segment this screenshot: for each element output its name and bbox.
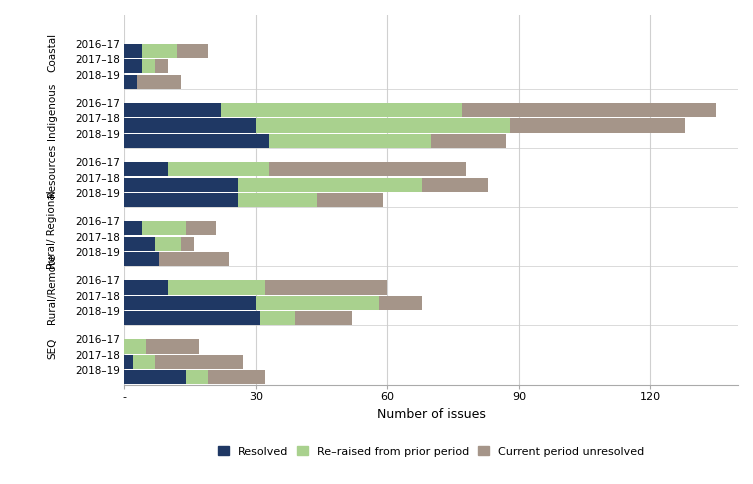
Bar	[124, 60, 142, 74]
Bar	[124, 75, 138, 89]
Bar	[177, 44, 208, 58]
Bar	[256, 296, 379, 310]
X-axis label: Number of issues: Number of issues	[376, 408, 486, 421]
Bar	[124, 44, 142, 58]
Bar	[124, 178, 238, 192]
Bar	[295, 311, 352, 325]
Bar	[124, 370, 186, 384]
Bar	[256, 119, 510, 133]
Bar	[238, 193, 317, 207]
Bar	[160, 252, 230, 266]
Text: Rural/Remote: Rural/Remote	[47, 254, 57, 324]
Text: Indigenous: Indigenous	[47, 83, 57, 140]
Bar	[124, 221, 142, 235]
Bar	[124, 134, 269, 148]
Bar	[142, 60, 155, 74]
Bar	[146, 339, 199, 354]
Bar	[208, 370, 264, 384]
Bar	[124, 280, 168, 294]
Bar	[168, 280, 264, 294]
Bar	[181, 237, 194, 251]
Bar	[264, 280, 387, 294]
Bar	[124, 103, 221, 117]
Bar	[221, 103, 462, 117]
Bar	[186, 221, 216, 235]
Bar	[238, 178, 422, 192]
Bar	[186, 370, 208, 384]
Bar	[317, 193, 383, 207]
Text: Resources: Resources	[47, 144, 57, 197]
Bar	[124, 252, 160, 266]
Bar	[261, 311, 295, 325]
Bar	[124, 119, 256, 133]
Text: Coastal: Coastal	[47, 33, 57, 72]
Legend: Resolved, Re–raised from prior period, Current period unresolved: Resolved, Re–raised from prior period, C…	[213, 442, 649, 461]
Bar	[155, 60, 168, 74]
Bar	[462, 103, 716, 117]
Bar	[379, 296, 422, 310]
Text: Rural/ Regional: Rural/ Regional	[47, 190, 57, 269]
Bar	[510, 119, 685, 133]
Bar	[124, 296, 256, 310]
Bar	[422, 178, 488, 192]
Bar	[138, 75, 181, 89]
Bar	[142, 221, 186, 235]
Bar	[124, 339, 146, 354]
Bar	[124, 237, 155, 251]
Bar	[133, 355, 155, 369]
Bar	[168, 162, 269, 176]
Bar	[269, 162, 466, 176]
Text: SEQ: SEQ	[47, 337, 57, 359]
Bar	[269, 134, 431, 148]
Bar	[142, 44, 177, 58]
Bar	[124, 162, 168, 176]
Bar	[124, 311, 261, 325]
Bar	[124, 355, 133, 369]
Bar	[155, 237, 181, 251]
Bar	[431, 134, 506, 148]
Bar	[155, 355, 242, 369]
Bar	[124, 193, 238, 207]
